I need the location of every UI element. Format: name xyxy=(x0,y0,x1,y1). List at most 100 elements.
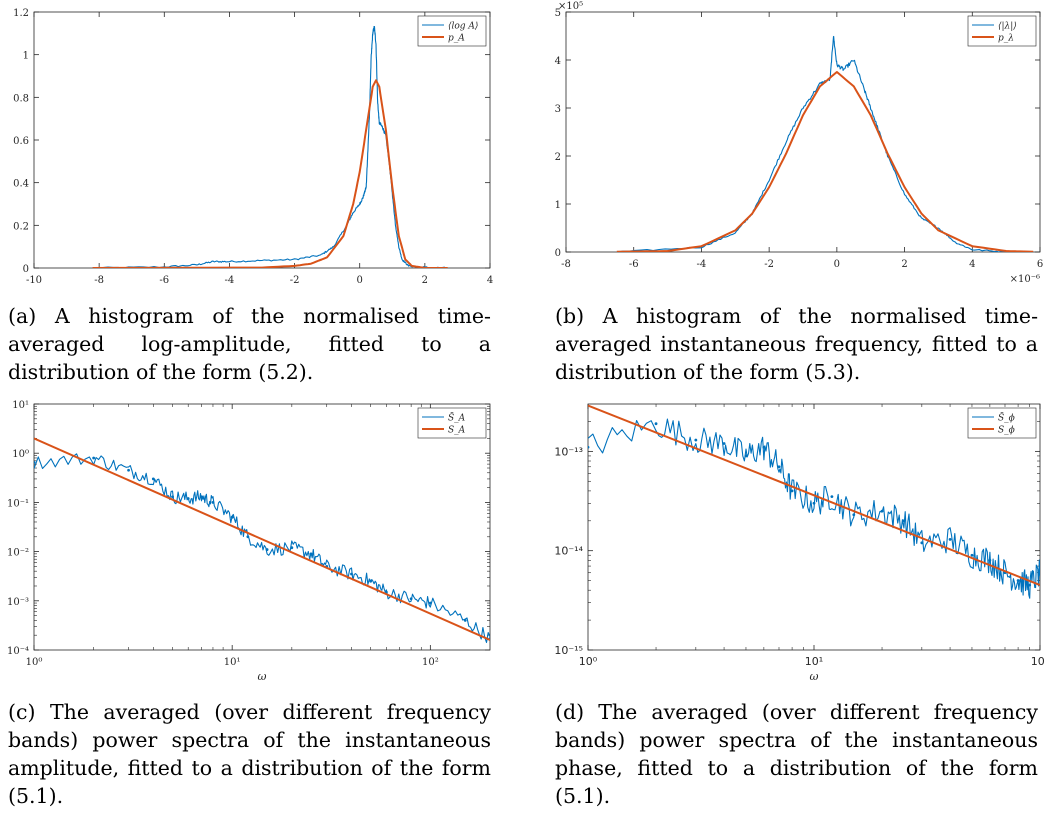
series-point-0 xyxy=(777,465,781,469)
panel-a: -10 -8 -6 -4 -2 0 2 4 0 0.2 0.4 0.6 0.8 1 1.2 ⟨log A⟩ p_… xyxy=(0,0,522,410)
series-point-0 xyxy=(92,456,96,460)
plot-frame xyxy=(565,11,1041,253)
x-tick-label: -2 xyxy=(764,259,774,270)
caption-c: (c) The averaged (over different frequen… xyxy=(8,700,491,808)
x-tick-label: -6 xyxy=(629,259,639,270)
legend-box xyxy=(417,15,487,47)
y-tick-label: 0.4 xyxy=(13,179,29,190)
legend-label-1: S_A xyxy=(448,426,466,436)
series-point-0 xyxy=(265,548,269,551)
series-point-0 xyxy=(880,509,884,513)
x-axis-label: ω xyxy=(258,670,267,683)
legend-label-1: S_ϕ xyxy=(998,426,1015,436)
plot-frame xyxy=(33,11,491,269)
y-tick-label: 10⁻⁴ xyxy=(7,646,29,657)
series-line-0 xyxy=(588,418,1040,599)
y-exponent-label: ×10⁵ xyxy=(558,1,583,12)
y-tick-label: 10¹ xyxy=(12,400,29,411)
series-line-0 xyxy=(92,25,448,268)
series-point-0 xyxy=(369,579,373,583)
y-tick-label: 1.2 xyxy=(13,8,29,19)
series-point-0 xyxy=(970,553,974,557)
legend-label-0: ⟨|λ|⟩ xyxy=(998,22,1017,32)
plot-frame xyxy=(33,403,491,651)
series-line-1 xyxy=(588,404,1040,587)
y-tick-label: 0 xyxy=(23,264,29,275)
series-point-0 xyxy=(588,445,590,449)
chart-c: 10⁰ 10¹ 10² 10⁻⁴ 10⁻³ 10⁻² 10⁻¹ 10⁰ 10¹ ω S̄_A S_A xyxy=(7,400,491,683)
legend-label-0: S̄_A xyxy=(448,412,466,424)
y-tick-label: 10⁻¹⁴ xyxy=(554,545,583,558)
legend: ⟨log A⟩ p_A xyxy=(417,15,487,47)
y-tick-label: 10⁻¹⁵ xyxy=(554,644,583,657)
series-line-1 xyxy=(34,437,490,641)
x-tick-label: 10² xyxy=(422,657,439,668)
series-point-0 xyxy=(200,495,203,499)
legend-label-1: p_λ xyxy=(998,34,1014,44)
series-point-0 xyxy=(290,546,294,550)
series-point-0 xyxy=(1028,583,1032,587)
x-tick-label: -4 xyxy=(697,259,707,270)
series-line-0 xyxy=(616,35,1007,252)
plot-area xyxy=(616,35,1034,252)
chart-b: -8 -6 -4 -2 0 2 4 6 0 1 2 3 4 5×10⁵ ×10⁻⁶ ⟨|λ|⟩ p_λ xyxy=(555,1,1044,285)
panel-b: -8 -6 -4 -2 0 2 4 6 0 1 2 3 4 5 ×10⁵ ×10⁻⁶ ⟨|λ|⟩ p_λ (b) … xyxy=(522,0,1044,410)
x-axis-label: ω xyxy=(810,670,819,683)
series-point-0 xyxy=(171,495,174,499)
y-tick-label: 5 xyxy=(555,8,561,19)
series-point-0 xyxy=(852,513,856,517)
x-tick-label: -6 xyxy=(159,275,169,286)
x-exponent-label: ×10⁻⁶ xyxy=(1010,274,1040,285)
plot-area xyxy=(92,25,448,268)
x-tick-label: 4 xyxy=(487,275,493,286)
legend: S̄_A S_A xyxy=(417,407,487,439)
y-tick-label: 2 xyxy=(555,152,561,163)
x-tick-label: 2 xyxy=(422,275,428,286)
legend-box xyxy=(417,407,487,439)
series-point-0 xyxy=(694,438,698,442)
panel-d: 10⁰ 10¹ 10² 10⁻¹⁵ 10⁻¹⁴ 10⁻¹³ ω S̄_ϕ S_ϕ (d) The… xyxy=(522,392,1044,821)
y-tick-label: 0.8 xyxy=(13,93,29,104)
caption-b: (b) A histogram of the normalised time-a… xyxy=(555,304,1038,384)
series-point-0 xyxy=(722,442,726,445)
series-point-0 xyxy=(463,618,467,622)
plot-area xyxy=(34,437,490,644)
legend-box xyxy=(967,15,1037,47)
legend-label-0: S̄_ϕ xyxy=(998,412,1015,424)
y-tick-label: 0.2 xyxy=(13,221,29,232)
x-tick-label: 10⁰ xyxy=(579,655,598,668)
legend: S̄_ϕ S_ϕ xyxy=(967,407,1037,439)
x-tick-label: -8 xyxy=(94,275,104,286)
series-point-0 xyxy=(428,601,432,605)
plot-area xyxy=(588,404,1040,599)
y-tick-label: 1 xyxy=(23,51,29,62)
y-tick-label: 10⁰ xyxy=(12,449,29,460)
legend: ⟨|λ|⟩ p_λ xyxy=(967,15,1037,47)
x-tick-label: -2 xyxy=(290,275,300,286)
legend-box xyxy=(967,407,1037,439)
series-point-0 xyxy=(186,497,190,500)
y-tick-label: 10⁻² xyxy=(7,548,29,559)
panel-c: 10⁰ 10¹ 10² 10⁻⁴ 10⁻³ 10⁻² 10⁻¹ 10⁰ 10¹ ω S̄_A S_A … xyxy=(0,392,522,821)
caption-a: (a) A histogram of the normalised time-a… xyxy=(8,304,491,384)
series-line-1 xyxy=(616,71,1034,252)
y-tick-label: 0.6 xyxy=(13,136,29,147)
series-point-0 xyxy=(812,501,816,505)
series-point-0 xyxy=(790,489,794,493)
y-tick-label: 0 xyxy=(555,248,561,259)
series-point-0 xyxy=(350,572,353,576)
series-point-0 xyxy=(151,477,155,481)
x-tick-label: 10⁰ xyxy=(26,657,43,668)
chart-d: 10⁰ 10¹ 10² 10⁻¹⁵ 10⁻¹⁴ 10⁻¹³ ω S̄_ϕ S_ϕ xyxy=(554,403,1044,683)
series-point-0 xyxy=(902,519,906,523)
y-tick-label: 1 xyxy=(555,200,561,211)
y-tick-label: 10⁻¹³ xyxy=(554,445,583,458)
series-point-0 xyxy=(211,501,215,504)
series-point-0 xyxy=(409,597,413,601)
y-tick-label: 4 xyxy=(555,56,561,67)
series-point-0 xyxy=(246,535,250,539)
x-tick-label: -8 xyxy=(561,259,571,270)
series-line-0 xyxy=(34,453,490,644)
y-tick-label: 3 xyxy=(555,104,561,115)
y-tick-label: 10⁻¹ xyxy=(7,498,29,509)
